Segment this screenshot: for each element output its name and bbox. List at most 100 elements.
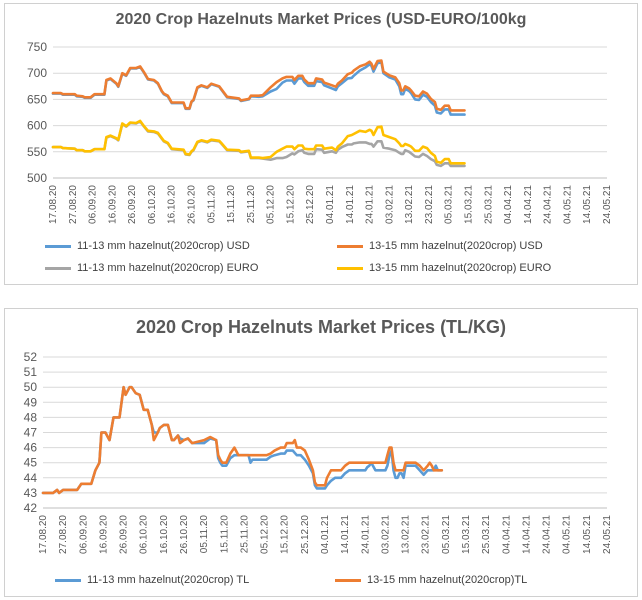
y-tick-label: 600 [27,119,47,133]
series-line [51,119,466,165]
x-tick-label: 25.03.21 [481,515,492,554]
x-tick-label: 05.03.21 [441,515,452,554]
legend-label: 13-15 mm hazelnut(2020crop)TL [367,574,528,586]
x-tick-label: 14.01.21 [340,515,351,554]
x-tick-label: 24.01.21 [360,515,371,554]
x-tick-label: 14.05.21 [582,515,593,554]
x-tick-label: 15.12.20 [285,185,296,224]
y-tick-label: 750 [27,40,47,54]
x-tick-label: 05.03.21 [444,185,455,224]
chart-title: 2020 Crop Hazelnuts Market Prices (USD-E… [115,11,527,28]
y-tick-label: 51 [24,365,38,379]
y-tick-label: 52 [24,350,38,364]
legend-swatch [337,266,363,270]
x-tick-label: 13.02.21 [404,185,415,224]
x-tick-label: 06.09.20 [78,515,89,554]
x-tick-label: 06.10.20 [139,515,150,554]
x-tick-label: 24.04.21 [543,185,554,224]
x-tick-label: 24.05.21 [602,515,613,554]
y-tick-label: 50 [24,380,38,394]
legend-label: 13-15 mm hazelnut(2020crop) EURO [369,262,552,274]
x-tick-label: 25.11.20 [246,185,257,224]
legend-label: 13-15 mm hazelnut(2020crop) USD [369,240,543,252]
legend-label: 11-13 mm hazelnut(2020crop) EURO [77,262,259,274]
chart-legend: 11-13 mm hazelnut(2020crop) TL 13-15 mm … [5,309,637,596]
x-tick-label: 15.12.20 [280,515,291,554]
legend-item: 13-15 mm hazelnut(2020crop)TL [335,574,527,586]
tl-chart-panel: 2020 Crop Hazelnuts Market Prices (TL/KG… [4,308,638,597]
series-line [51,59,466,112]
x-tick-label: 16.10.20 [167,185,178,224]
x-tick-label: 05.12.20 [260,515,271,554]
x-tick-label: 04.05.21 [562,515,573,554]
x-tick-label: 25.11.20 [239,515,250,554]
x-tick-label: 15.11.20 [219,515,230,554]
legend-label: 11-13 mm hazelnut(2020crop) TL [87,574,250,586]
legend-swatch [55,578,81,582]
x-tick-label: 26.09.20 [119,515,130,554]
x-tick-label: 14.01.21 [345,185,356,224]
x-tick-label: 26.09.20 [127,185,138,224]
x-tick-label: 14.04.21 [523,185,534,224]
x-tick-label: 04.01.21 [320,515,331,554]
x-tick-label: 25.03.21 [483,185,494,224]
x-tick-label: 26.10.20 [187,185,198,224]
x-tick-label: 24.01.21 [365,185,376,224]
x-tick-label: 05.11.20 [199,515,210,554]
usd-euro-chart-panel: 2020 Crop Hazelnuts Market Prices (USD-E… [4,3,638,285]
x-tick-label: 24.05.21 [602,185,613,224]
x-tick-label: 25.12.20 [300,515,311,554]
legend-item: 11-13 mm hazelnut(2020crop) USD [45,240,250,252]
y-tick-label: 44 [24,471,38,485]
x-tick-label: 14.05.21 [582,185,593,224]
legend-label: 11-13 mm hazelnut(2020crop) USD [77,240,250,252]
x-tick-label: 15.03.21 [461,515,472,554]
x-tick-label: 16.10.20 [159,515,170,554]
y-tick-label: 48 [24,410,38,424]
x-tick-label: 03.02.21 [380,515,391,554]
legend-swatch [335,578,361,582]
y-tick-label: 700 [27,66,47,80]
chart-title: 2020 Crop Hazelnuts Market Prices (TL/KG… [135,317,507,337]
legend-item: 13-15 mm hazelnut(2020crop) EURO [337,262,551,274]
x-tick-label: 04.04.21 [501,515,512,554]
x-tick-label: 17.08.20 [48,185,59,224]
y-tick-label: 46 [24,441,38,455]
x-tick-label: 05.11.20 [206,185,217,224]
y-tick-label: 500 [27,171,47,185]
x-tick-label: 16.09.20 [98,515,109,554]
legend-item: 11-13 mm hazelnut(2020crop) EURO [45,262,258,274]
x-tick-label: 04.04.21 [503,185,514,224]
x-tick-label: 13.02.21 [401,515,412,554]
x-tick-label: 25.12.20 [305,185,316,224]
legend-swatch [337,244,363,248]
chart-legend: 11-13 mm hazelnut(2020crop) USD 13-15 mm… [5,4,637,284]
legend-item: 11-13 mm hazelnut(2020crop) TL [55,574,249,586]
x-tick-label: 23.02.21 [421,515,432,554]
x-tick-label: 26.10.20 [179,515,190,554]
x-tick-label: 14.04.21 [521,515,532,554]
y-tick-label: 650 [27,92,47,106]
legend-swatch [45,266,71,270]
y-tick-label: 550 [27,145,47,159]
x-tick-label: 27.08.20 [68,185,79,224]
x-tick-label: 06.10.20 [147,185,158,224]
x-tick-label: 06.09.20 [88,185,99,224]
x-tick-label: 05.12.20 [266,185,277,224]
usd-euro-chart-svg: 500 550 600 650 700 750 17.08.20 27.08.20 06.09.… [27,40,613,224]
x-tick-label: 03.02.21 [384,185,395,224]
x-tick-label: 23.02.21 [424,185,435,224]
y-tick-label: 43 [24,486,38,500]
x-tick-label: 16.09.20 [107,185,118,224]
y-tick-label: 45 [24,456,38,470]
series-line [41,385,444,495]
y-tick-label: 49 [24,395,38,409]
y-tick-label: 47 [24,426,38,440]
x-tick-label: 17.08.20 [38,515,49,554]
x-tick-label: 04.01.21 [325,185,336,224]
y-tick-label: 42 [24,501,38,515]
x-tick-label: 15.03.21 [464,185,475,224]
legend-swatch [45,244,71,248]
x-tick-label: 04.05.21 [562,185,573,224]
